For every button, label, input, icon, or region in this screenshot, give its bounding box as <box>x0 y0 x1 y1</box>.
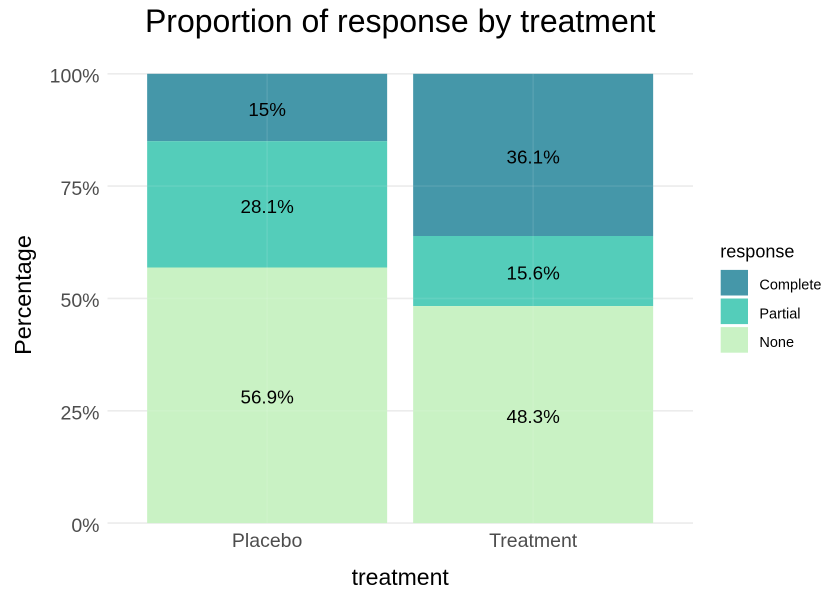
svg-text:Percentage: Percentage <box>10 235 36 355</box>
svg-text:56.9%: 56.9% <box>241 387 295 408</box>
svg-text:Complete: Complete <box>759 278 821 294</box>
svg-text:75%: 75% <box>60 178 99 200</box>
svg-text:15%: 15% <box>248 99 286 120</box>
svg-text:Partial: Partial <box>759 306 800 322</box>
svg-text:100%: 100% <box>50 66 100 88</box>
svg-text:Placebo: Placebo <box>232 530 303 552</box>
svg-text:None: None <box>759 335 794 351</box>
svg-text:Treatment: Treatment <box>489 530 578 552</box>
svg-text:Proportion of response by trea: Proportion of response by treatment <box>145 3 656 39</box>
svg-text:0%: 0% <box>71 515 99 537</box>
svg-text:15.6%: 15.6% <box>507 263 561 284</box>
svg-text:28.1%: 28.1% <box>241 196 295 217</box>
svg-text:36.1%: 36.1% <box>507 146 561 167</box>
svg-text:25%: 25% <box>60 403 99 425</box>
svg-text:48.3%: 48.3% <box>507 406 561 427</box>
svg-text:treatment: treatment <box>352 564 450 590</box>
svg-text:50%: 50% <box>60 290 99 312</box>
svg-text:response: response <box>720 242 794 262</box>
